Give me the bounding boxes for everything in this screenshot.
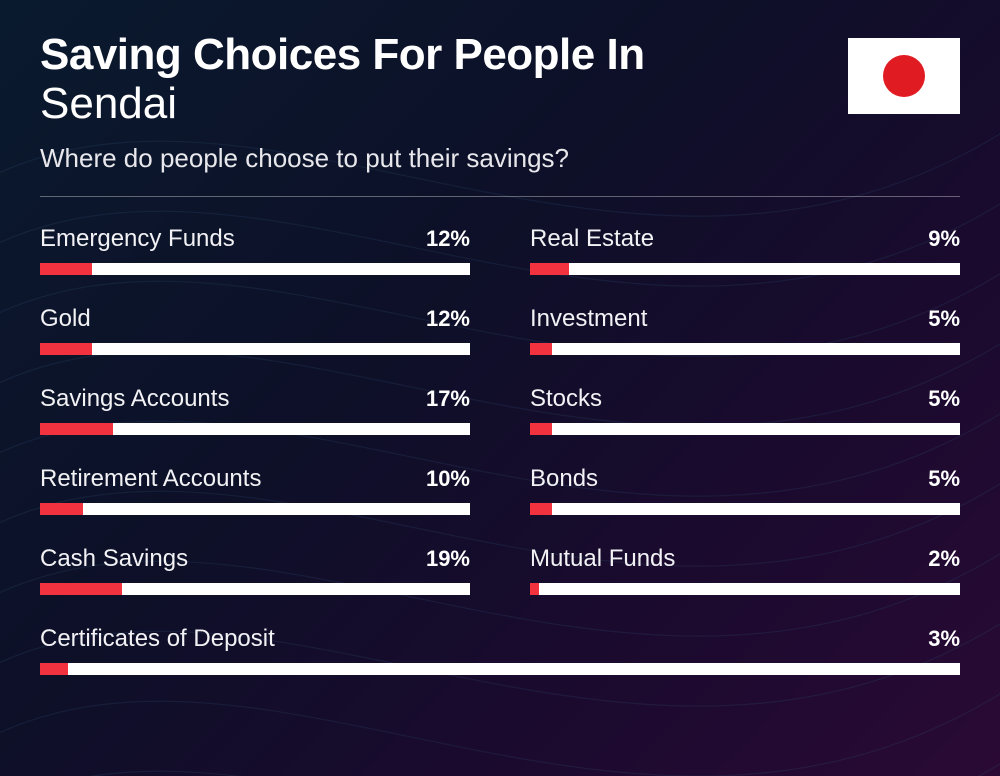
bar-value: 5% — [928, 306, 960, 332]
bar-value: 2% — [928, 546, 960, 572]
bar-label: Stocks — [530, 385, 602, 413]
bar-rest — [552, 423, 961, 435]
bar-rest — [83, 503, 470, 515]
bar-label: Gold — [40, 305, 91, 333]
bar-value: 10% — [426, 466, 470, 492]
flag-japan — [848, 38, 960, 114]
bar-track — [530, 343, 960, 355]
bar-label: Mutual Funds — [530, 545, 675, 573]
bar-value: 17% — [426, 386, 470, 412]
bar-rest — [539, 583, 960, 595]
bar-value: 12% — [426, 226, 470, 252]
bar-item: Cash Savings 19% — [40, 545, 470, 595]
bar-value: 19% — [426, 546, 470, 572]
subtitle: Where do people choose to put their savi… — [40, 143, 828, 174]
bar-fill — [40, 663, 68, 675]
bar-label: Bonds — [530, 465, 598, 493]
bar-rest — [569, 263, 960, 275]
bar-label: Investment — [530, 305, 647, 333]
bar-track — [40, 583, 470, 595]
bar-item: Stocks 5% — [530, 385, 960, 435]
divider — [40, 196, 960, 197]
bar-track — [530, 503, 960, 515]
bar-item: Retirement Accounts 10% — [40, 465, 470, 515]
bar-item: Real Estate 9% — [530, 225, 960, 275]
bar-label: Retirement Accounts — [40, 465, 261, 493]
bar-track — [40, 423, 470, 435]
bar-label: Certificates of Deposit — [40, 625, 275, 653]
bars-grid: Emergency Funds 12% Real Estate 9% Gold 12% In… — [40, 225, 960, 675]
bar-rest — [92, 343, 470, 355]
bar-item: Savings Accounts 17% — [40, 385, 470, 435]
bar-rest — [552, 503, 961, 515]
bar-value: 9% — [928, 226, 960, 252]
bar-value: 5% — [928, 466, 960, 492]
bar-fill — [40, 343, 92, 355]
bar-fill — [530, 503, 552, 515]
bar-item: Mutual Funds 2% — [530, 545, 960, 595]
bar-track — [40, 343, 470, 355]
bar-fill — [530, 343, 552, 355]
bar-value: 12% — [426, 306, 470, 332]
bar-rest — [552, 343, 961, 355]
bar-label: Cash Savings — [40, 545, 188, 573]
title-line-2: Sendai — [40, 80, 828, 128]
bar-rest — [113, 423, 470, 435]
bar-fill — [40, 503, 83, 515]
header: Saving Choices For People In Sendai Wher… — [40, 32, 960, 174]
bar-value: 3% — [928, 626, 960, 652]
bar-track — [530, 423, 960, 435]
bar-item: Investment 5% — [530, 305, 960, 355]
title-line-1: Saving Choices For People In — [40, 32, 828, 78]
bar-value: 5% — [928, 386, 960, 412]
bar-track — [40, 663, 960, 675]
bar-rest — [122, 583, 470, 595]
bar-track — [40, 503, 470, 515]
bar-item: Bonds 5% — [530, 465, 960, 515]
bar-track — [40, 263, 470, 275]
flag-circle-icon — [883, 55, 925, 97]
bar-fill — [40, 263, 92, 275]
bar-track — [530, 263, 960, 275]
bar-item: Gold 12% — [40, 305, 470, 355]
bar-rest — [68, 663, 960, 675]
bar-track — [530, 583, 960, 595]
bar-label: Emergency Funds — [40, 225, 235, 253]
bar-label: Real Estate — [530, 225, 654, 253]
bar-fill — [530, 583, 539, 595]
bar-fill — [40, 423, 113, 435]
bar-fill — [530, 263, 569, 275]
bar-rest — [92, 263, 470, 275]
bar-label: Savings Accounts — [40, 385, 229, 413]
bar-fill — [40, 583, 122, 595]
bar-fill — [530, 423, 552, 435]
bar-item: Emergency Funds 12% — [40, 225, 470, 275]
bar-item: Certificates of Deposit 3% — [40, 625, 960, 675]
